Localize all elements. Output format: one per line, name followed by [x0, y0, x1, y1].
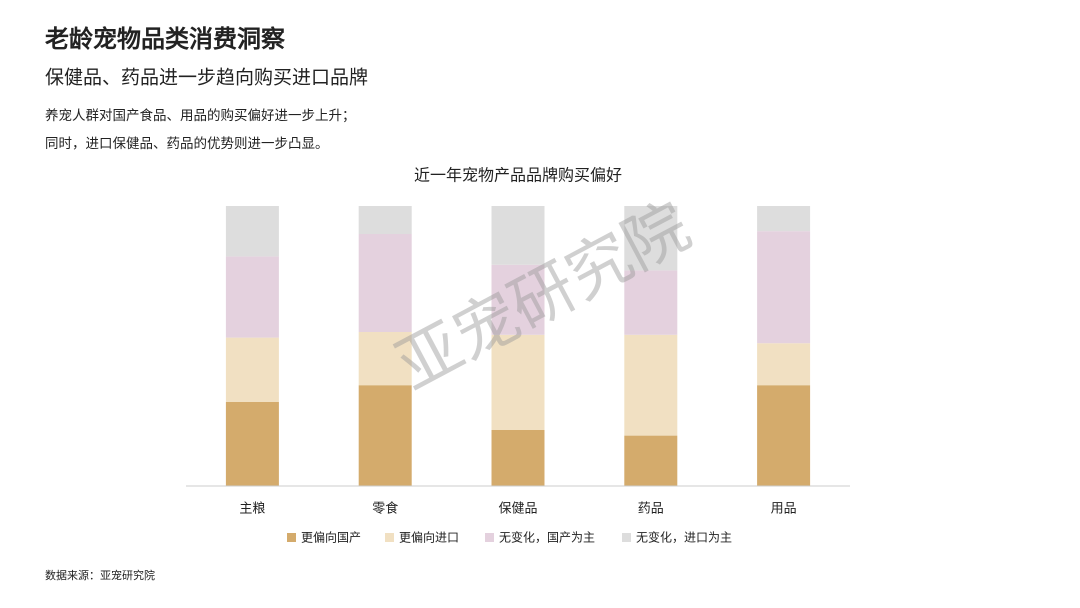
bar-segment	[757, 231, 811, 344]
chart-title: 近一年宠物产品品牌购买偏好	[414, 166, 622, 185]
legend-swatch	[385, 533, 394, 542]
subtitle: 保健品、药品进一步趋向购买进口品牌	[45, 67, 368, 89]
bar-segment	[358, 234, 412, 332]
bar-segment	[624, 270, 678, 335]
bar-segment	[757, 385, 811, 486]
title: 老龄宠物品类消费洞察	[45, 25, 286, 53]
bar-segment	[225, 206, 279, 257]
bar-segment	[358, 385, 412, 486]
x-tick-label: 药品	[638, 502, 664, 517]
legend-label: 更偏向国产	[301, 530, 361, 545]
x-tick-label: 保健品	[498, 502, 537, 517]
legend-swatch	[287, 533, 296, 542]
bar-segment	[225, 402, 279, 486]
bar-segment	[491, 334, 545, 430]
bar-segment	[225, 256, 279, 338]
x-tick-label: 用品	[771, 502, 797, 517]
legend-label: 更偏向进口	[399, 530, 459, 545]
x-tick-label: 零食	[372, 501, 398, 517]
bar-segment	[225, 337, 279, 402]
legend-swatch	[622, 533, 631, 542]
bar-segment	[491, 430, 545, 486]
bar-segment	[624, 206, 678, 271]
legend-label: 无变化，国产为主	[499, 530, 595, 545]
legend-label: 无变化，进口为主	[636, 530, 732, 545]
x-tick-label: 主粮	[239, 502, 265, 517]
bar-segment	[491, 206, 545, 265]
body-line: 养宠人群对国产食品、用品的购买偏好进一步上升；	[45, 107, 356, 124]
source: 数据来源：亚宠研究院	[45, 568, 155, 582]
body-line: 同时，进口保健品、药品的优势则进一步凸显。	[45, 136, 329, 152]
legend-swatch	[485, 533, 494, 542]
bar-segment	[624, 435, 678, 486]
bar-segment	[624, 334, 678, 436]
bar-segment	[358, 206, 412, 234]
bar-segment	[757, 343, 811, 386]
bar-segment	[358, 332, 412, 386]
bar-segment	[491, 264, 545, 335]
bar-segment	[757, 206, 811, 232]
